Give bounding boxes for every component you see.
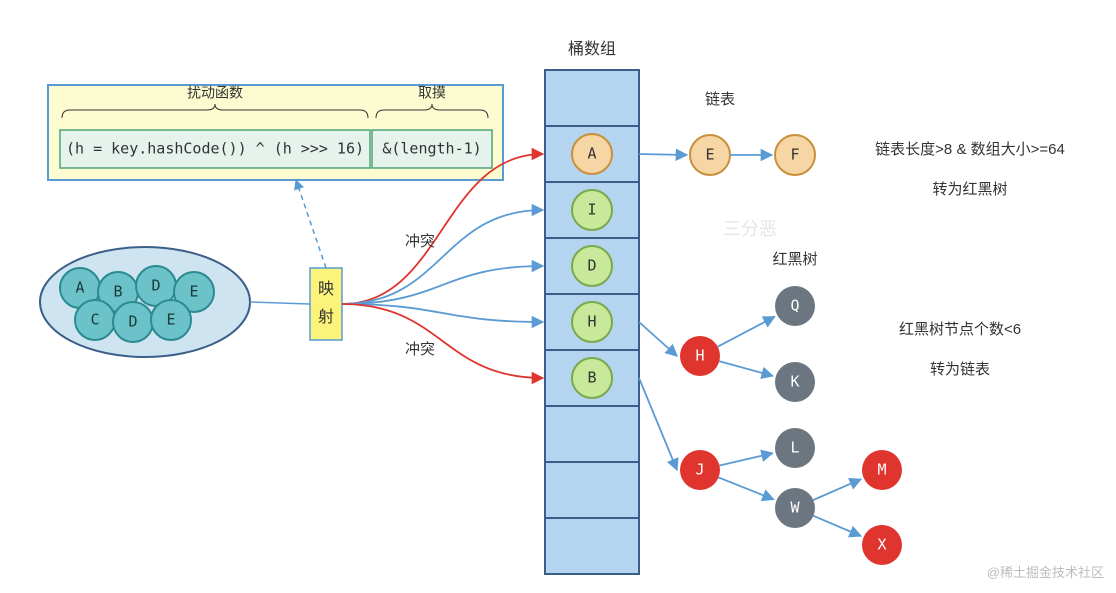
modulo-label: 取摸 xyxy=(418,85,446,101)
source-node-label: D xyxy=(151,277,160,295)
tree-edge xyxy=(813,516,860,536)
bucket-to-tree-arrow xyxy=(639,378,677,470)
source-node-label: B xyxy=(113,283,122,301)
chain-arrow xyxy=(639,154,687,155)
bucket-title: 桶数组 xyxy=(568,40,616,58)
tree-node-label: X xyxy=(877,536,886,554)
map-box-label: 映 xyxy=(318,280,334,298)
bucket-cell xyxy=(545,462,639,518)
tree-node-label: J xyxy=(695,461,704,479)
faint-watermark: 三分恶 xyxy=(723,219,777,239)
bucket-node-label: I xyxy=(587,201,596,219)
tree-edge xyxy=(813,479,861,500)
rbtree-title: 红黑树 xyxy=(772,251,817,268)
bucket-node-label: H xyxy=(587,313,596,331)
watermark-text: @稀土掘金技术社区 xyxy=(987,562,1104,581)
tree-node-label: Q xyxy=(790,297,799,315)
tree-edge xyxy=(718,317,775,347)
source-node-label: E xyxy=(166,311,175,329)
bucket-to-tree-arrow xyxy=(639,322,677,356)
bucket-cell xyxy=(545,406,639,462)
bucket-cell xyxy=(545,518,639,574)
list-node-label: F xyxy=(790,146,799,164)
tree-node-label: M xyxy=(877,461,886,479)
untreeify-note-1: 红黑树节点个数<6 xyxy=(899,321,1021,338)
source-node-label: D xyxy=(128,313,137,331)
tree-edge xyxy=(719,453,772,465)
source-node-label: C xyxy=(90,311,99,329)
conflict-label: 冲突 xyxy=(405,341,435,358)
tree-node-label: K xyxy=(790,373,799,391)
source-node-label: E xyxy=(189,283,198,301)
map-box-label: 射 xyxy=(318,308,334,326)
map-box xyxy=(310,268,342,340)
map-to-formula-arrow xyxy=(296,180,326,268)
map-arrow xyxy=(342,304,543,378)
bucket-node-label: A xyxy=(587,145,596,163)
mask-expr: &(length-1) xyxy=(382,140,481,158)
perturb-label: 扰动函数 xyxy=(187,85,243,101)
tree-edge xyxy=(719,361,773,376)
list-node-label: E xyxy=(705,146,714,164)
bucket-cell xyxy=(545,70,639,126)
tree-edge xyxy=(719,477,774,499)
tree-node-label: H xyxy=(695,347,704,365)
bucket-node-label: B xyxy=(587,369,596,387)
treeify-note-2: 转为红黑树 xyxy=(932,181,1007,198)
conflict-label: 冲突 xyxy=(405,233,435,250)
untreeify-note-2: 转为链表 xyxy=(930,361,990,378)
bucket-node-label: D xyxy=(587,257,596,275)
linkedlist-title: 链表 xyxy=(705,91,735,108)
tree-node-label: L xyxy=(790,439,799,457)
map-arrow xyxy=(342,210,543,304)
source-node-label: A xyxy=(75,279,84,297)
treeify-note-1: 链表长度>8 & 数组大小>=64 xyxy=(875,141,1065,158)
hash-expr: (h = key.hashCode()) ^ (h >>> 16) xyxy=(66,140,364,158)
tree-node-label: W xyxy=(790,499,800,517)
